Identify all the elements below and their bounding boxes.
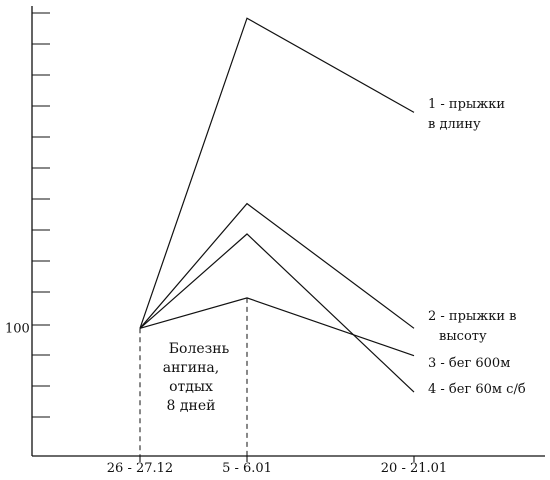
series-line-4 [139,233,415,393]
axes [31,6,545,462]
x-tick-label: 26 - 27.12 [107,461,173,476]
guides [139,297,248,456]
x-tick-label: 20 - 21.01 [381,461,447,476]
series-label-1: 1 - прыжки в длину [428,97,505,132]
y-tick-label: 100 [5,321,30,336]
annotation-text: Болезнь ангина, отдых 8 дней [163,341,230,414]
x-tick-label: 5 - 6.01 [222,461,272,476]
series-lines [139,17,415,393]
series-line-3 [139,297,415,357]
series-label-3: 3 - бег 600м [428,356,510,371]
series-label-4: 4 - бег 60м с/б [428,382,526,397]
labels: 100 26 - 27.12 5 - 6.01 20 - 21.01 1 - прыжк… [5,97,526,476]
series-label-2: 2 - прыжки в высоту [428,309,516,344]
series-line-1 [139,17,415,329]
series-line-2 [139,202,415,329]
